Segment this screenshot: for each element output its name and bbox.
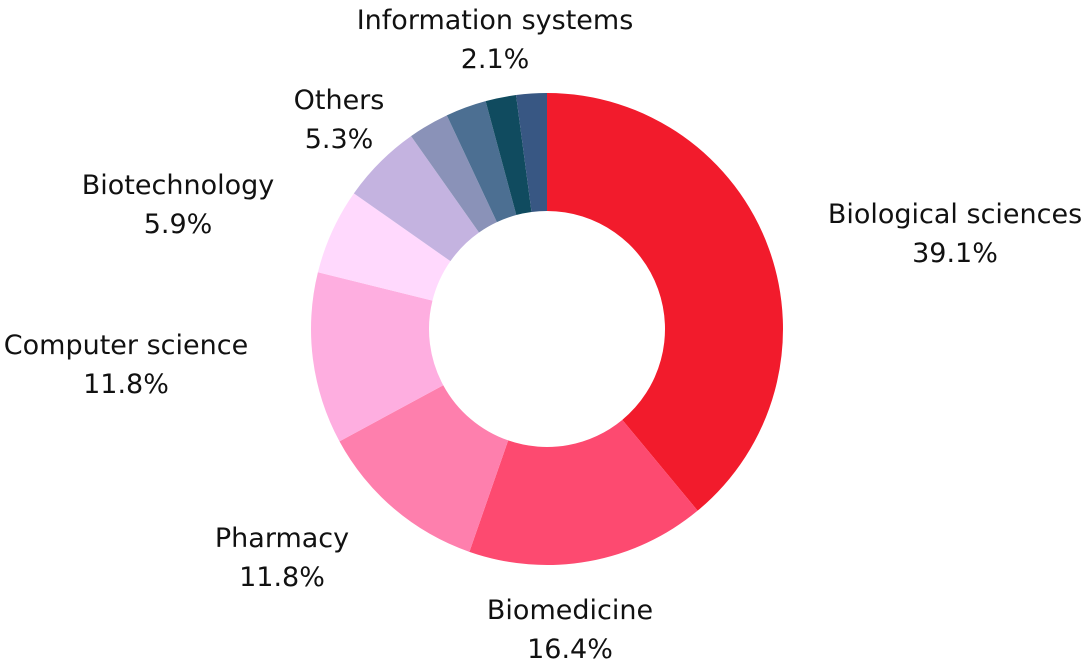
pie-slice-6	[411, 115, 497, 233]
slice-label-4: Biotechnology 5.9%	[82, 170, 274, 240]
pie-slice-7	[446, 101, 517, 223]
pie-slice-3	[311, 272, 444, 442]
slice-label-9: Information systems 2.1%	[357, 5, 634, 75]
pie-slice-1	[469, 419, 698, 565]
pie-slice-9	[516, 93, 547, 213]
pie-slice-2	[339, 385, 509, 552]
slice-label-1: Biomedicine 16.4%	[487, 595, 653, 661]
pie-slice-0	[547, 93, 783, 511]
pie-slice-5	[353, 136, 480, 262]
pie-slice-8	[485, 95, 532, 216]
slice-label-6: Others 5.3%	[294, 85, 385, 155]
slice-label-3: Computer science 11.8%	[4, 330, 248, 400]
donut-slices	[311, 93, 783, 565]
slice-label-0: Biological sciences 39.1%	[828, 199, 1082, 269]
slice-label-2: Pharmacy 11.8%	[215, 523, 349, 593]
pie-slice-4	[317, 193, 451, 301]
slice-labels: Biological sciences 39.1% Biomedicine 16.4%…	[4, 5, 1082, 661]
